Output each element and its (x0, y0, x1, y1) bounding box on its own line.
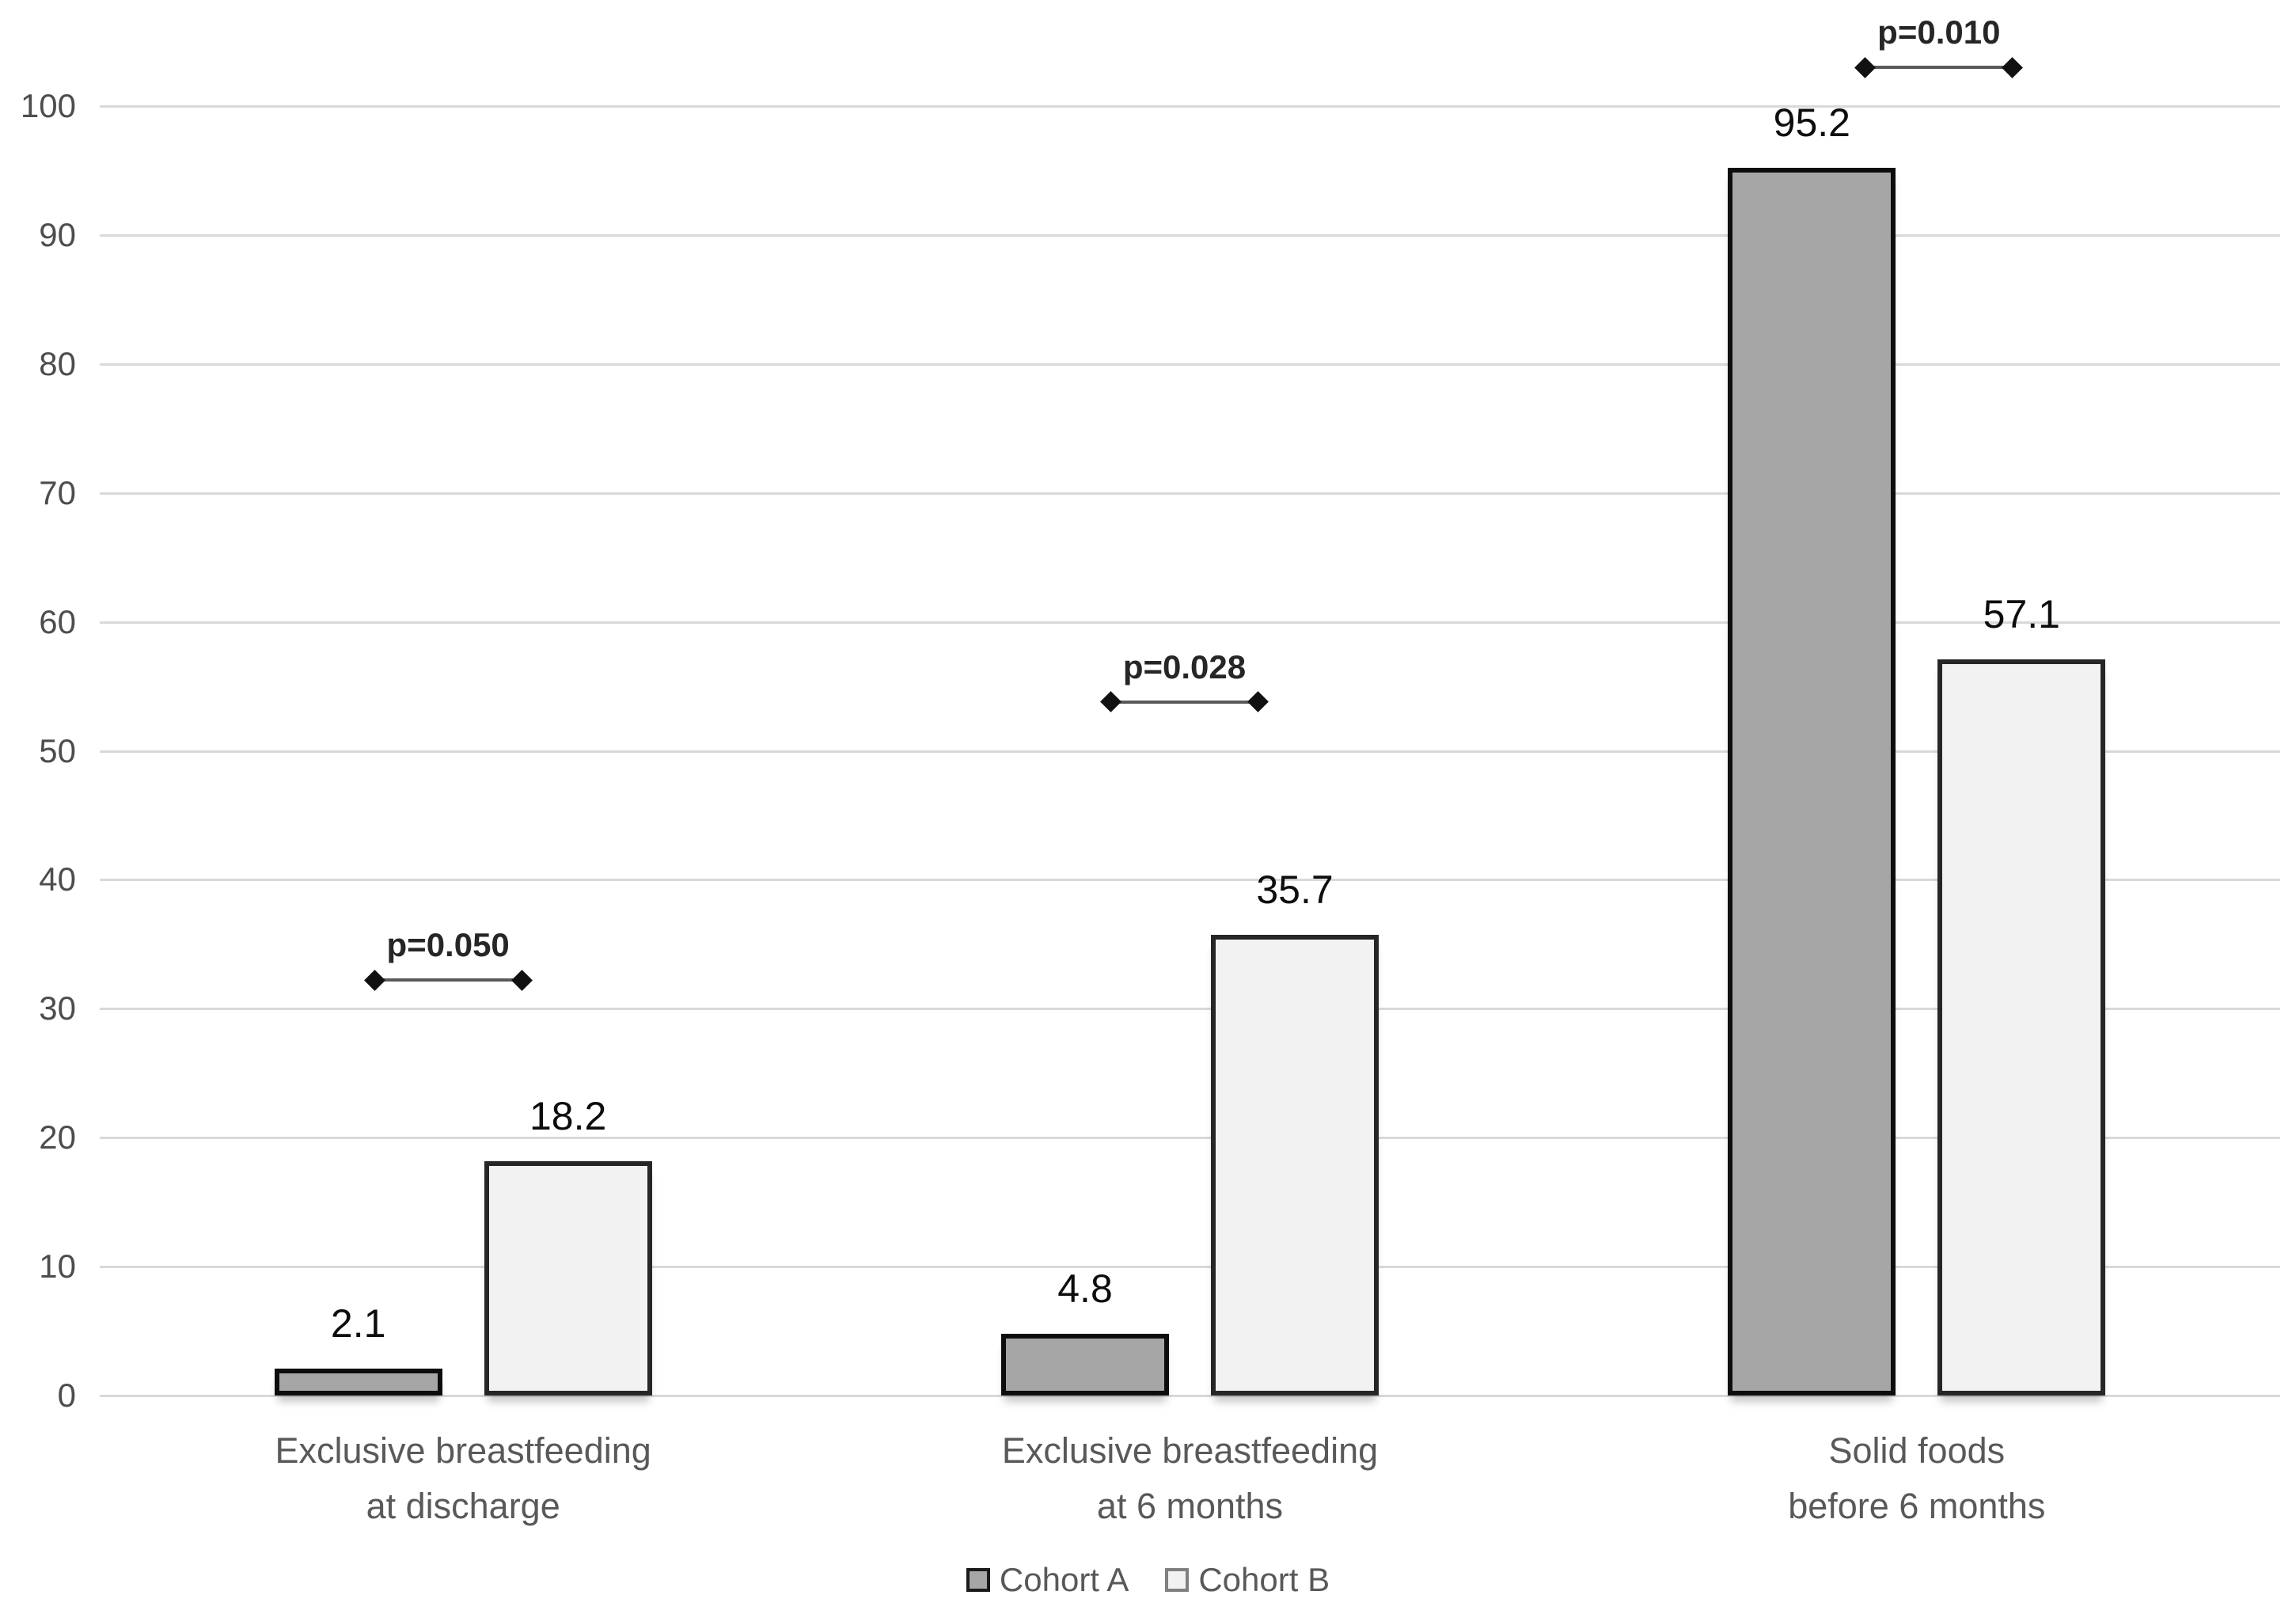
category-label-line: Exclusive breastfeeding (275, 1430, 651, 1471)
annotation-line (374, 978, 522, 982)
data-label: 95.2 (1773, 101, 1850, 146)
legend-marker-cohort-a (966, 1568, 990, 1592)
annotation-pvalue-text: p=0.010 (1877, 13, 2001, 51)
annotation-line (1865, 66, 2013, 70)
gridline-20 (100, 1137, 2280, 1140)
bar-cohort-a-group1 (274, 1368, 442, 1396)
gridline-60 (100, 621, 2280, 624)
bar-cohort-a-group2 (1001, 1333, 1169, 1396)
data-label: 4.8 (1057, 1266, 1113, 1311)
y-tick-label-50: 50 (39, 731, 76, 769)
bar-cohort-b-group2 (1211, 935, 1379, 1396)
category-label-line: at discharge (366, 1486, 560, 1526)
bar-cohort-b-group3 (1937, 659, 2106, 1396)
y-tick-label-90: 90 (39, 215, 76, 253)
bar-cohort-a-group3 (1728, 168, 1896, 1396)
data-label: 35.7 (1256, 868, 1334, 913)
y-tick-label-40: 40 (39, 860, 76, 898)
y-tick-label-0: 0 (57, 1377, 76, 1414)
data-label: 18.2 (529, 1093, 607, 1138)
legend-label: Cohort B (1198, 1561, 1330, 1598)
legend-marker-cohort-b (1165, 1568, 1190, 1592)
gridline-0 (100, 1395, 2280, 1397)
gridline-100 (100, 105, 2280, 108)
gridline-40 (100, 879, 2280, 882)
y-tick-label-10: 10 (39, 1248, 76, 1286)
gridline-90 (100, 234, 2280, 237)
category-label-line: Solid foods (1828, 1430, 2006, 1471)
annotation-diamond (2002, 56, 2024, 78)
y-tick-label-20: 20 (39, 1118, 76, 1156)
y-tick-label-60: 60 (39, 602, 76, 640)
data-label: 57.1 (1983, 591, 2060, 636)
category-label-group3: Solid foods before 6 months (1788, 1423, 2045, 1534)
gridline-30 (100, 1008, 2280, 1011)
annotation-diamond (1854, 56, 1877, 78)
legend-item-cohort-b: Cohort B (1165, 1561, 1330, 1599)
gridline-80 (100, 363, 2280, 366)
y-tick-label-80: 80 (39, 344, 76, 382)
bar-cohort-b-group1 (484, 1160, 652, 1396)
category-label-group2: Exclusive breastfeeding at 6 months (1002, 1423, 1378, 1534)
data-label: 2.1 (330, 1301, 386, 1346)
y-tick-label-100: 100 (20, 87, 76, 124)
annotation-pvalue-text: p=0.050 (386, 926, 510, 964)
category-label-group1: Exclusive breastfeeding at discharge (275, 1423, 651, 1534)
y-tick-label-30: 30 (39, 989, 76, 1027)
legend-label: Cohort A (999, 1561, 1129, 1598)
category-label-line: at 6 months (1096, 1486, 1284, 1526)
category-label-line: Exclusive breastfeeding (1001, 1430, 1379, 1471)
annotation-pvalue-text: p=0.028 (1122, 647, 1247, 685)
category-label-line: before 6 months (1788, 1486, 2046, 1526)
plot-area: 2.1 18.2 4.8 35.7 95.2 57.1 (100, 101, 2280, 1397)
gridline-10 (100, 1266, 2280, 1269)
legend: Cohort A Cohort B (0, 1561, 2296, 1599)
y-tick-label-70: 70 (39, 473, 76, 511)
annotation-line (1110, 700, 1258, 704)
gridline-50 (100, 750, 2280, 753)
legend-item-cohort-a: Cohort A (966, 1561, 1129, 1599)
gridline-70 (100, 492, 2280, 495)
